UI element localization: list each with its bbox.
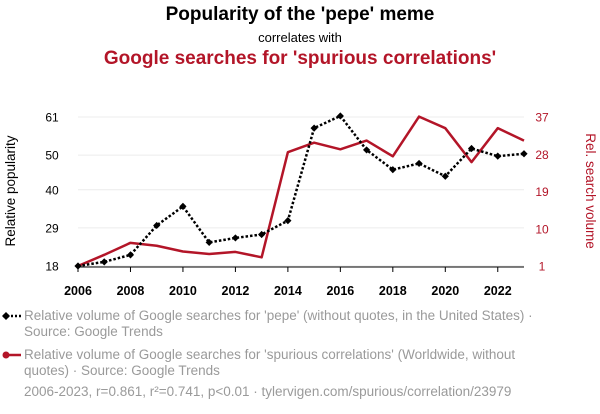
data-point-pepe-2016 [336, 112, 344, 120]
legend-item-spurious: Relative volume of Google searches for '… [2, 347, 562, 379]
y-left-tick-18: 18 [45, 260, 59, 274]
data-point-pepe-2009 [153, 221, 161, 230]
y-left-tick-40: 40 [45, 183, 59, 197]
y-left-tick-61: 61 [45, 111, 59, 125]
x-tick-2006: 2006 [64, 284, 92, 298]
data-point-pepe-2010 [179, 202, 187, 210]
data-point-pepe-2020 [441, 172, 449, 180]
data-point-pepe-2011 [205, 238, 213, 247]
y-right-tick-19: 19 [535, 185, 549, 199]
x-tick-2022: 2022 [484, 284, 512, 298]
data-point-pepe-2006 [74, 262, 82, 270]
chart-title-secondary: Google searches for 'spurious correlatio… [103, 48, 497, 69]
series-line-spurious [77, 115, 525, 268]
data-point-pepe-2017 [362, 146, 371, 154]
y-right-axis-title: Rel. search volume [583, 133, 598, 249]
footer-stats: 2006-2023, r=0.861, r²=0.741, p<0.01 · t… [24, 384, 512, 399]
series-line-pepe [77, 114, 525, 268]
data-point-pepe-2023 [520, 150, 528, 158]
x-tick-2016: 2016 [326, 284, 354, 298]
x-tick-2012: 2012 [222, 284, 250, 298]
chart-subtitle: correlates with [258, 30, 342, 45]
data-point-pepe-2022 [494, 152, 502, 160]
data-point-pepe-2015 [310, 124, 318, 132]
x-tick-2018: 2018 [379, 284, 407, 298]
x-tick-2014: 2014 [274, 284, 302, 298]
legend-swatch-dotted-diamond [2, 312, 21, 320]
x-tick-2008: 2008 [117, 284, 145, 298]
data-point-pepe-2019 [415, 159, 423, 168]
data-point-pepe-2007 [100, 258, 108, 266]
y-left-axis-title: Relative popularity [3, 135, 18, 246]
legend-swatch-solid-red [2, 351, 21, 359]
data-point-pepe-2018 [389, 166, 397, 174]
data-point-pepe-2008 [126, 251, 135, 259]
y-left-tick-50: 50 [45, 149, 59, 163]
legend-label-pepe: Relative volume of Google searches for '… [24, 308, 533, 339]
y-right-tick-10: 10 [535, 222, 549, 236]
chart-title: Popularity of the 'pepe' meme [165, 4, 435, 25]
y-right-tick-37: 37 [535, 111, 549, 125]
x-tick-2010: 2010 [169, 284, 197, 298]
data-point-pepe-2013 [258, 230, 266, 239]
data-point-pepe-2012 [231, 234, 240, 242]
y-right-tick-1: 1 [539, 260, 546, 274]
legend-label-spurious: Relative volume of Google searches for '… [24, 347, 516, 378]
y-right-tick-28: 28 [535, 148, 549, 162]
y-left-tick-29: 29 [45, 221, 59, 235]
data-point-pepe-2021 [467, 144, 476, 153]
x-tick-2020: 2020 [431, 284, 459, 298]
legend-item-pepe: Relative volume of Google searches for '… [2, 308, 562, 340]
data-point-pepe-2014 [284, 217, 292, 225]
